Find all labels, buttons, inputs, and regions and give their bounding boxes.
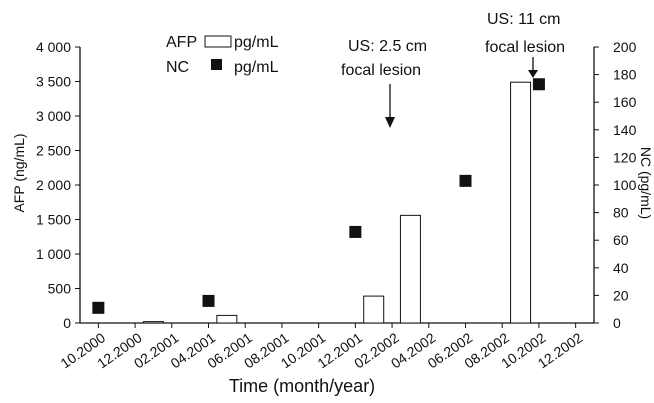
annotation-2-line-1: US: 11 cm [487,11,561,28]
y-left-axis: 0 500 1 000 1 500 2 000 2 500 3 000 3 500 4 000 [36,39,80,331]
afp-bar [510,81,532,324]
nc-marker [92,301,105,314]
afp-bars [142,81,532,324]
annotation-2-line-2: focal lesion [485,39,565,56]
legend-unit-afp: pg/mL [234,34,279,51]
legend-swatch-nc [211,59,222,70]
afp-bar [363,295,385,324]
x-title: Time (month/year) [229,376,375,396]
legend: AFP pg/mL NC pg/mL [166,34,279,76]
y-right-tick-label: 120 [613,149,637,165]
y-right-tick-label: 80 [613,205,629,221]
afp-bar [399,214,421,324]
annotation-2-arrowhead [528,70,538,78]
y-right-tick-label: 40 [613,260,629,276]
nc-markers [92,78,545,314]
annotation-1: US: 2.5 cm focal lesion [341,38,427,128]
nc-marker [202,294,215,307]
y-right-tick-label: 100 [613,177,637,193]
y-right-title: NC (pg/mL) [638,147,654,219]
annotation-1-line-1: US: 2.5 cm [348,38,427,55]
y-right-tick-label: 60 [613,232,629,248]
y-left-tick-label: 3 500 [36,74,71,90]
y-left-tick-label: 2 000 [36,177,71,193]
y-left-tick-label: 4 000 [36,39,71,55]
legend-label-nc: NC [166,59,189,76]
y-right-tick-label: 140 [613,122,637,138]
nc-marker [349,225,362,238]
y-left-tick-label: 3 000 [36,108,71,124]
legend-label-afp: AFP [166,34,197,51]
annotation-2: US: 11 cm focal lesion [485,11,565,78]
annotation-1-line-2: focal lesion [341,62,421,79]
y-left-tick-label: 500 [48,281,72,297]
y-right-tick-label: 180 [613,67,637,83]
legend-swatch-afp [204,35,232,48]
y-left-tick-label: 0 [63,315,71,331]
y-left-tick-label: 2 500 [36,143,71,159]
y-right-tick-label: 0 [613,315,621,331]
y-right-axis: 0 20 40 60 80 100 120 140 160 180 200 [594,39,637,331]
y-right-tick-label: 200 [613,39,637,55]
y-left-tick-label: 1 000 [36,246,71,262]
nc-marker [459,174,472,187]
legend-unit-nc: pg/mL [234,59,279,76]
afp-bar [142,321,164,324]
y-right-tick-label: 20 [613,287,629,303]
y-left-tick-label: 1 500 [36,212,71,228]
y-right-tick-label: 160 [613,94,637,110]
y-left-title: AFP (ng/mL) [11,133,27,212]
afp-bar [216,314,238,324]
x-axis: 10.200012.200002.200104.200106.200108.20… [57,323,586,371]
nc-marker [532,78,545,91]
annotation-1-arrowhead [385,117,395,128]
